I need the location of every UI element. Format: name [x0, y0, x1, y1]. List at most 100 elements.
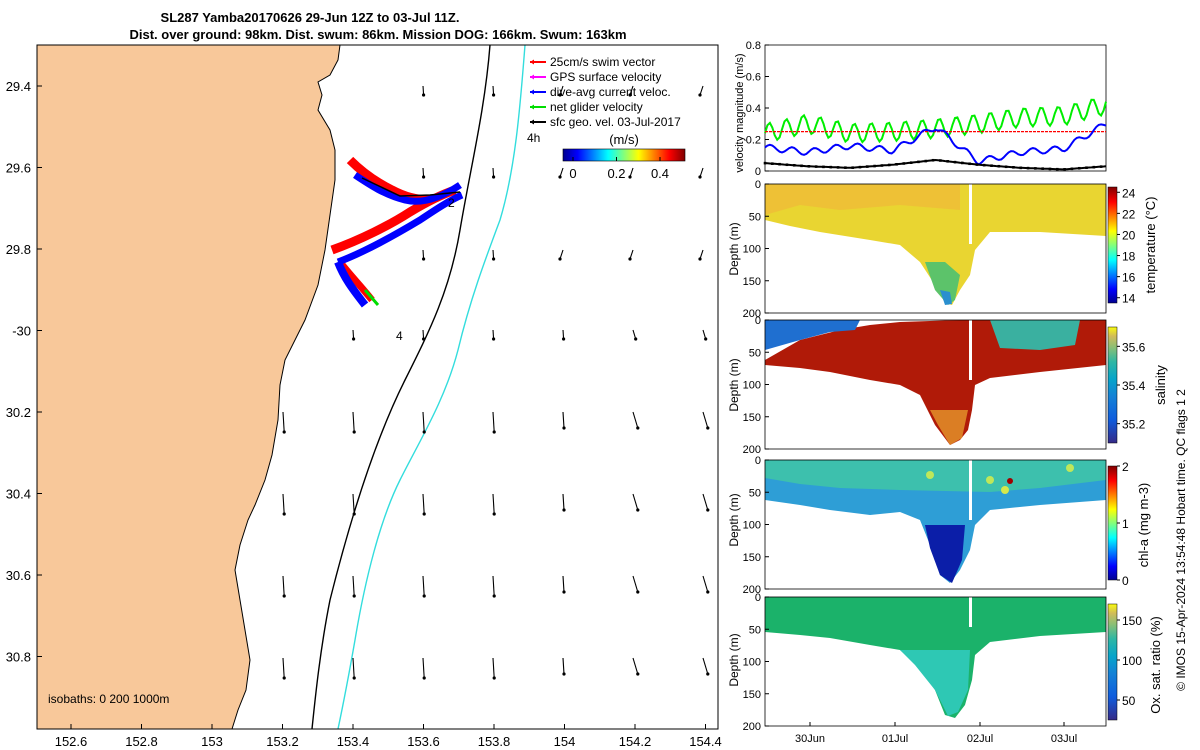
- map-y-tick-label: 29.8: [6, 242, 31, 257]
- map-y-tick-label: 29.4: [6, 79, 31, 94]
- velocity-vector: [702, 411, 709, 429]
- velocity-vector: [702, 493, 709, 511]
- velocity-vector-head: [422, 594, 426, 598]
- depth-tick-label: 150: [743, 689, 761, 701]
- colorbar-tick-label: 0.2: [607, 166, 625, 181]
- depth-tick-label: 100: [743, 657, 761, 669]
- velocity-vector-head: [282, 512, 286, 516]
- salinity-lower: [930, 410, 968, 445]
- depth-tick-label: 50: [749, 211, 761, 223]
- map-y-tick-label: -30: [12, 324, 31, 339]
- map-y-tick-label: 30.4: [6, 487, 31, 502]
- colorbar-tick-label: 0: [569, 166, 576, 181]
- legend-arrowhead: [530, 59, 534, 65]
- chlorophyll-high-point: [1001, 486, 1009, 494]
- chlorophyll-panel: Depth (m) chl-a (mg m-3): [727, 459, 1151, 590]
- velocity-vector-head: [628, 93, 632, 97]
- salinity-surface-mid: [990, 320, 1080, 350]
- velocity-vector-head: [706, 590, 710, 594]
- time-tick-label: 30Jun: [795, 733, 825, 745]
- velocity-y-tick-label: 0.8: [746, 40, 761, 52]
- velocity-vector: [352, 411, 355, 433]
- velocity-series-marker: [778, 162, 781, 166]
- velocity-series-marker: [785, 163, 789, 167]
- colorbar-tick-label: 0.4: [651, 166, 669, 181]
- velocity-vector-head: [706, 508, 710, 512]
- depth-tick-label: 200: [743, 308, 761, 320]
- velocity-vector-head: [422, 337, 426, 341]
- velocity-series-marker: [1063, 168, 1066, 171]
- velocity-series-marker: [887, 163, 891, 167]
- velocity-series-marker: [1077, 166, 1081, 170]
- title-line-2: Dist. over ground: 98km. Dist. swum: 86k…: [129, 27, 626, 42]
- depth-tick-label: 100: [743, 244, 761, 256]
- legend-label: GPS surface velocity: [550, 70, 661, 84]
- velocity-series-marker: [924, 159, 928, 163]
- velocity-series-line: [764, 98, 1107, 144]
- velocity-vector-head: [422, 93, 426, 97]
- velocity-series-marker: [997, 164, 1001, 168]
- velocity-series-marker: [909, 161, 913, 164]
- velocity-vector-head: [352, 512, 356, 516]
- oxygen-panel: Depth (m) Ox. sat. ratio (%): [727, 596, 1163, 727]
- colorbar-tick-label: 35.2: [1122, 418, 1146, 432]
- depth-tick-label: 150: [743, 552, 761, 564]
- legend-arrowhead: [530, 104, 534, 110]
- temperature-ylabel: Depth (m): [727, 222, 741, 275]
- velocity-series-marker: [1026, 166, 1030, 170]
- velocity-vector-head: [352, 337, 356, 341]
- velocity-series-marker: [990, 164, 993, 167]
- velocity-series-marker: [1070, 167, 1074, 171]
- colorbar-tick-label: 35.6: [1122, 340, 1146, 354]
- velocity-vector: [352, 493, 355, 515]
- velocity-vector: [562, 575, 565, 593]
- velocity-y-ticks: 0 0.2 0.4 0.6 0.8: [746, 40, 769, 178]
- chlorophyll-high-point: [1066, 464, 1074, 472]
- velocity-vector: [492, 411, 495, 433]
- salinity-gap: [969, 320, 972, 380]
- chlorophyll-peak-point: [1007, 478, 1013, 484]
- map-y-tick-label: 30.6: [6, 568, 31, 583]
- depth-tick-label: 0: [755, 592, 761, 604]
- map-x-tick-label: 152.6: [55, 734, 88, 749]
- colorbar-tick-label: 35.4: [1122, 379, 1146, 393]
- depth-tick-label: 200: [743, 584, 761, 596]
- velocity-vector-head: [492, 175, 496, 179]
- velocity-series-marker: [866, 165, 869, 168]
- velocity-series-marker: [960, 161, 964, 165]
- velocity-y-tick-label: 0: [755, 166, 761, 178]
- velocity-vector-head: [558, 93, 562, 97]
- salinity-colorbar-label: salinity: [1153, 365, 1168, 405]
- time-tick-label: 02Jul: [967, 733, 993, 745]
- depth-tick-label: 50: [749, 624, 761, 636]
- velocity-vector: [702, 657, 709, 675]
- colorbar-tick-label: 16: [1122, 271, 1136, 285]
- velocity-series-marker: [800, 164, 803, 168]
- velocity-vector-head: [704, 337, 708, 341]
- legend-label: dive-avg current veloc.: [550, 85, 671, 99]
- velocity-series-marker: [1092, 165, 1096, 169]
- velocity-series-marker: [851, 166, 854, 169]
- temperature-colorbar-label: temperature (°C): [1143, 197, 1158, 294]
- legend-arrowhead: [530, 89, 534, 95]
- chlorophyll-colorbar: [1107, 465, 1118, 581]
- velocity-vector: [562, 493, 565, 511]
- velocity-series-marker: [917, 160, 920, 164]
- side-credit-text: © IMOS 15-Apr-2024 13:54:48 Hobart time.…: [1174, 389, 1188, 691]
- velocity-vector-head: [282, 676, 286, 680]
- velocity-series-marker: [880, 164, 884, 167]
- velocity-vector-head: [698, 175, 702, 179]
- oxygen-colorbar-label: Ox. sat. ratio (%): [1148, 616, 1163, 714]
- temperature-cool-core: [925, 262, 960, 305]
- map-y-tick-label: 29.6: [6, 161, 31, 176]
- velocity-vector-head: [352, 594, 356, 598]
- salinity-surface-fresh: [765, 320, 860, 350]
- time-tick-label: 01Jul: [882, 733, 908, 745]
- velocity-vector: [282, 657, 285, 679]
- velocity-vector-head: [558, 175, 562, 179]
- map-x-tick-label: 153.2: [266, 734, 299, 749]
- velocity-vector-head: [628, 175, 632, 179]
- colorbar-tick-label: 24: [1122, 186, 1136, 200]
- temperature-cold-core: [940, 290, 952, 305]
